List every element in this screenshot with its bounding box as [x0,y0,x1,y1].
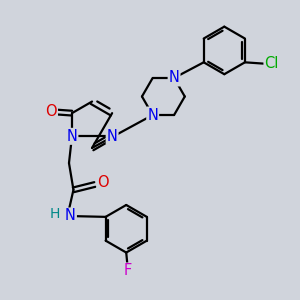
Text: N: N [107,129,118,144]
Text: N: N [67,129,77,144]
Text: N: N [147,107,158,122]
Text: N: N [65,208,76,224]
Text: N: N [169,70,179,86]
Text: H: H [50,208,60,221]
Text: Cl: Cl [265,56,279,71]
Text: O: O [98,176,109,190]
Text: F: F [124,263,132,278]
Text: O: O [45,104,57,119]
